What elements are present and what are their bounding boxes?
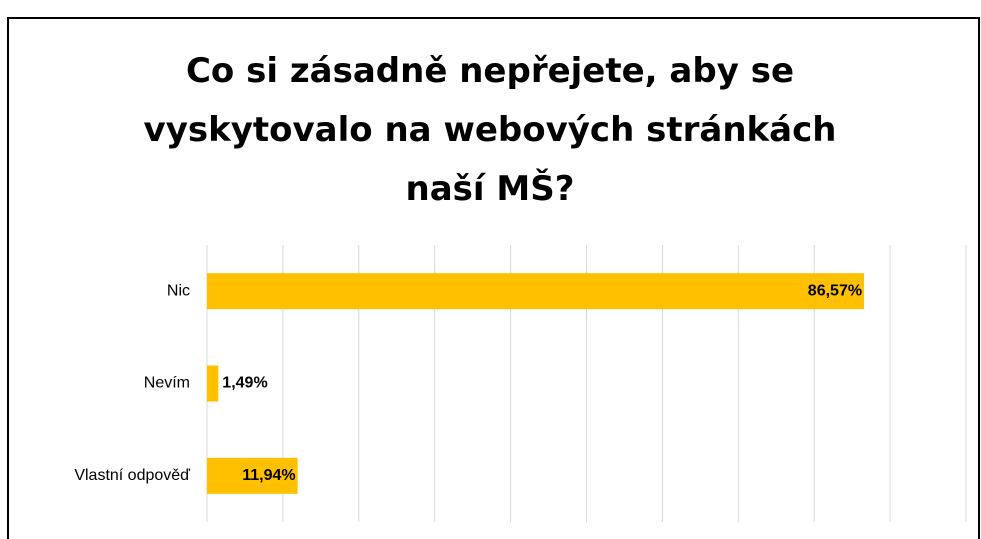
frame	[7, 17, 980, 539]
data-label: 11,94%	[242, 467, 295, 484]
bar	[207, 457, 298, 494]
y-tick-label: Vlastní odpověď	[74, 467, 190, 484]
y-tick-label: Nic	[167, 282, 190, 299]
data-label: 86,57%	[808, 282, 862, 299]
y-tick-label: Nevím	[144, 375, 190, 392]
bar	[207, 365, 219, 402]
chart-title: Co si zásadně nepřejete, aby se vyskytov…	[143, 51, 837, 209]
bar	[207, 273, 865, 310]
data-label: 1,49%	[222, 375, 267, 392]
